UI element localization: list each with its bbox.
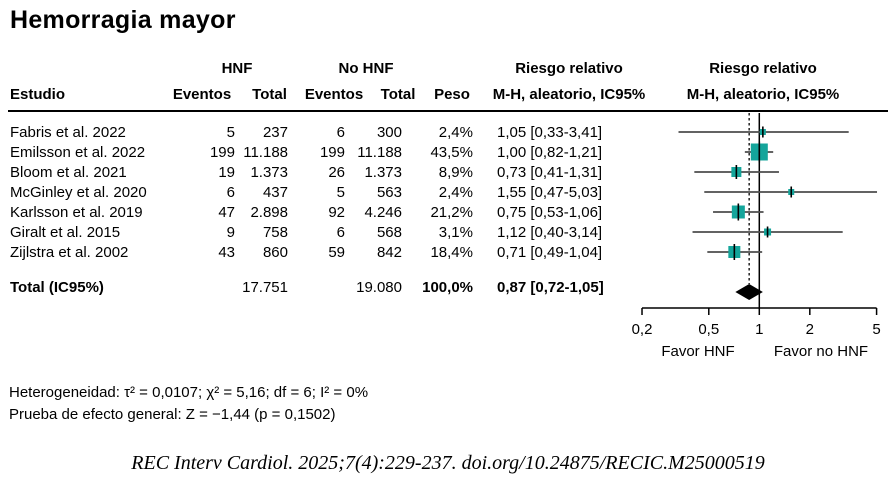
- no-hnf-total: 563: [376, 184, 402, 201]
- hnf-events: 9: [226, 224, 235, 241]
- study-name: McGinley et al. 2020: [10, 184, 147, 201]
- figure-title: Hemorragia mayor: [10, 6, 236, 34]
- hnf-events: 6: [226, 184, 235, 201]
- column-header-total-1: Total: [252, 86, 287, 103]
- hnf-events: 19: [218, 164, 235, 181]
- weight: 43,5%: [430, 144, 473, 161]
- favor-left-label: Favor HNF: [661, 343, 734, 360]
- hnf-total: 237: [262, 124, 288, 141]
- total-hnf-n: 17.751: [242, 279, 288, 296]
- hnf-total: 1.373: [250, 164, 288, 181]
- rr-column-title: Riesgo relativo: [515, 60, 623, 77]
- hnf-events: 5: [226, 124, 235, 141]
- hnf-events: 43: [218, 244, 235, 261]
- forest-plot: 0,2 0,5 1 2 5 Favor HNF Favor no HNF: [632, 113, 881, 360]
- x-axis-tick-label: 0,5: [698, 321, 719, 338]
- column-header-eventos-2: Eventos: [304, 86, 364, 103]
- study-row: Bloom et al. 2021 19 1.373 26 1.373 8,9% 0,73 …: [0, 163, 690, 182]
- total-weight: 100,0%: [422, 279, 473, 296]
- rr-estimate: 1,00 [0,82-1,21]: [497, 144, 603, 161]
- header-separator-line: [8, 110, 888, 112]
- study-row: Fabris et al. 2022 5 237 6 300 2,4% 1,05 [0,33…: [0, 123, 690, 142]
- weight: 21,2%: [430, 204, 473, 221]
- x-axis-tick-label: 2: [806, 321, 814, 338]
- rr-estimate: 1,55 [0,47-5,03]: [497, 184, 603, 201]
- no-hnf-total: 842: [376, 244, 402, 261]
- rr-estimate: 0,75 [0,53-1,06]: [497, 204, 603, 221]
- study-name: Karlsson et al. 2019: [10, 204, 143, 221]
- study-row: Karlsson et al. 2019 47 2.898 92 4.246 21,2% 0…: [0, 203, 690, 222]
- total-diamond: [735, 284, 763, 300]
- rr-estimate: 1,12 [0,40-3,14]: [497, 224, 603, 241]
- weight: 3,1%: [438, 224, 473, 241]
- study-name: Emilsson et al. 2022: [10, 144, 146, 161]
- overall-effect-note: Prueba de efecto general: Z = −1,44 (p =…: [9, 406, 336, 423]
- weight: 8,9%: [438, 164, 473, 181]
- column-header-peso: Peso: [434, 86, 470, 103]
- plot-column-title: Riesgo relativo: [709, 60, 817, 77]
- hnf-total: 2.898: [250, 204, 288, 221]
- rr-column-subtitle: M-H, aleatorio, IC95%: [492, 86, 646, 103]
- weight: 18,4%: [430, 244, 473, 261]
- study-name: Zijlstra et al. 2002: [10, 244, 129, 261]
- study-name: Bloom et al. 2021: [10, 164, 127, 181]
- total-no-hnf-n: 19.080: [356, 279, 402, 296]
- column-header-eventos-1: Eventos: [172, 86, 232, 103]
- weight: 2,4%: [438, 124, 473, 141]
- study-row: McGinley et al. 2020 6 437 5 563 2,4% 1,55 [0,…: [0, 183, 690, 202]
- no-hnf-events: 6: [336, 224, 345, 241]
- total-rr-estimate: 0,87 [0,72-1,05]: [497, 279, 604, 296]
- no-hnf-events: 92: [328, 204, 345, 221]
- column-group-hnf: HNF: [221, 60, 253, 77]
- hnf-total: 11.188: [243, 144, 288, 161]
- total-label: Total (IC95%): [10, 279, 104, 296]
- hnf-total: 860: [262, 244, 288, 261]
- column-group-no-hnf: No HNF: [338, 60, 394, 77]
- no-hnf-events: 5: [336, 184, 345, 201]
- study-row: Giralt et al. 2015 9 758 6 568 3,1% 1,12 [0,40…: [0, 223, 690, 242]
- study-row: Emilsson et al. 2022 199 11.188 199 11.188 43…: [0, 143, 690, 162]
- rr-estimate: 0,71 [0,49-1,04]: [497, 244, 603, 261]
- heterogeneity-note: Heterogeneidad: τ² = 0,0107; χ² = 5,16; …: [9, 384, 369, 401]
- column-header-estudio: Estudio: [10, 86, 65, 103]
- rr-estimate: 1,05 [0,33-3,41]: [497, 124, 603, 141]
- hnf-total: 437: [262, 184, 288, 201]
- x-axis-tick-label: 1: [755, 321, 763, 338]
- no-hnf-total: 1.373: [364, 164, 402, 181]
- plot-column-subtitle: M-H, aleatorio, IC95%: [686, 86, 840, 103]
- no-hnf-events: 6: [336, 124, 345, 141]
- study-name: Giralt et al. 2015: [10, 224, 121, 241]
- no-hnf-total: 300: [376, 124, 402, 141]
- total-row: Total (IC95%) 17.751 19.080 100,0% 0,87 …: [0, 278, 690, 297]
- x-axis-tick-label: 0,2: [632, 321, 653, 338]
- study-row: Zijlstra et al. 2002 43 860 59 842 18,4% 0,71 …: [0, 243, 690, 262]
- hnf-events: 47: [218, 204, 235, 221]
- x-axis-tick-label: 5: [872, 321, 880, 338]
- hnf-events: 199: [209, 144, 235, 161]
- rr-estimate: 0,73 [0,41-1,31]: [497, 164, 603, 181]
- journal-citation: REC Interv Cardiol. 2025;7(4):229-237. d…: [131, 452, 765, 474]
- weight: 2,4%: [438, 184, 473, 201]
- no-hnf-total: 4.246: [364, 204, 402, 221]
- favor-right-label: Favor no HNF: [774, 343, 868, 360]
- no-hnf-total: 11.188: [357, 144, 402, 161]
- no-hnf-events: 26: [328, 164, 345, 181]
- column-header-total-2: Total: [380, 86, 416, 103]
- hnf-total: 758: [262, 224, 288, 241]
- no-hnf-total: 568: [376, 224, 402, 241]
- no-hnf-events: 199: [319, 144, 345, 161]
- study-name: Fabris et al. 2022: [10, 124, 126, 141]
- no-hnf-events: 59: [328, 244, 345, 261]
